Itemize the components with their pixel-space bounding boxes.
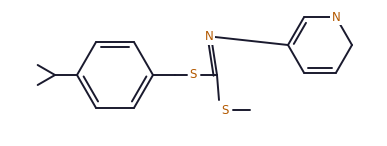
Text: N: N — [205, 31, 213, 44]
Text: S: S — [221, 104, 229, 117]
Text: N: N — [332, 11, 341, 24]
Text: S: S — [189, 68, 197, 81]
